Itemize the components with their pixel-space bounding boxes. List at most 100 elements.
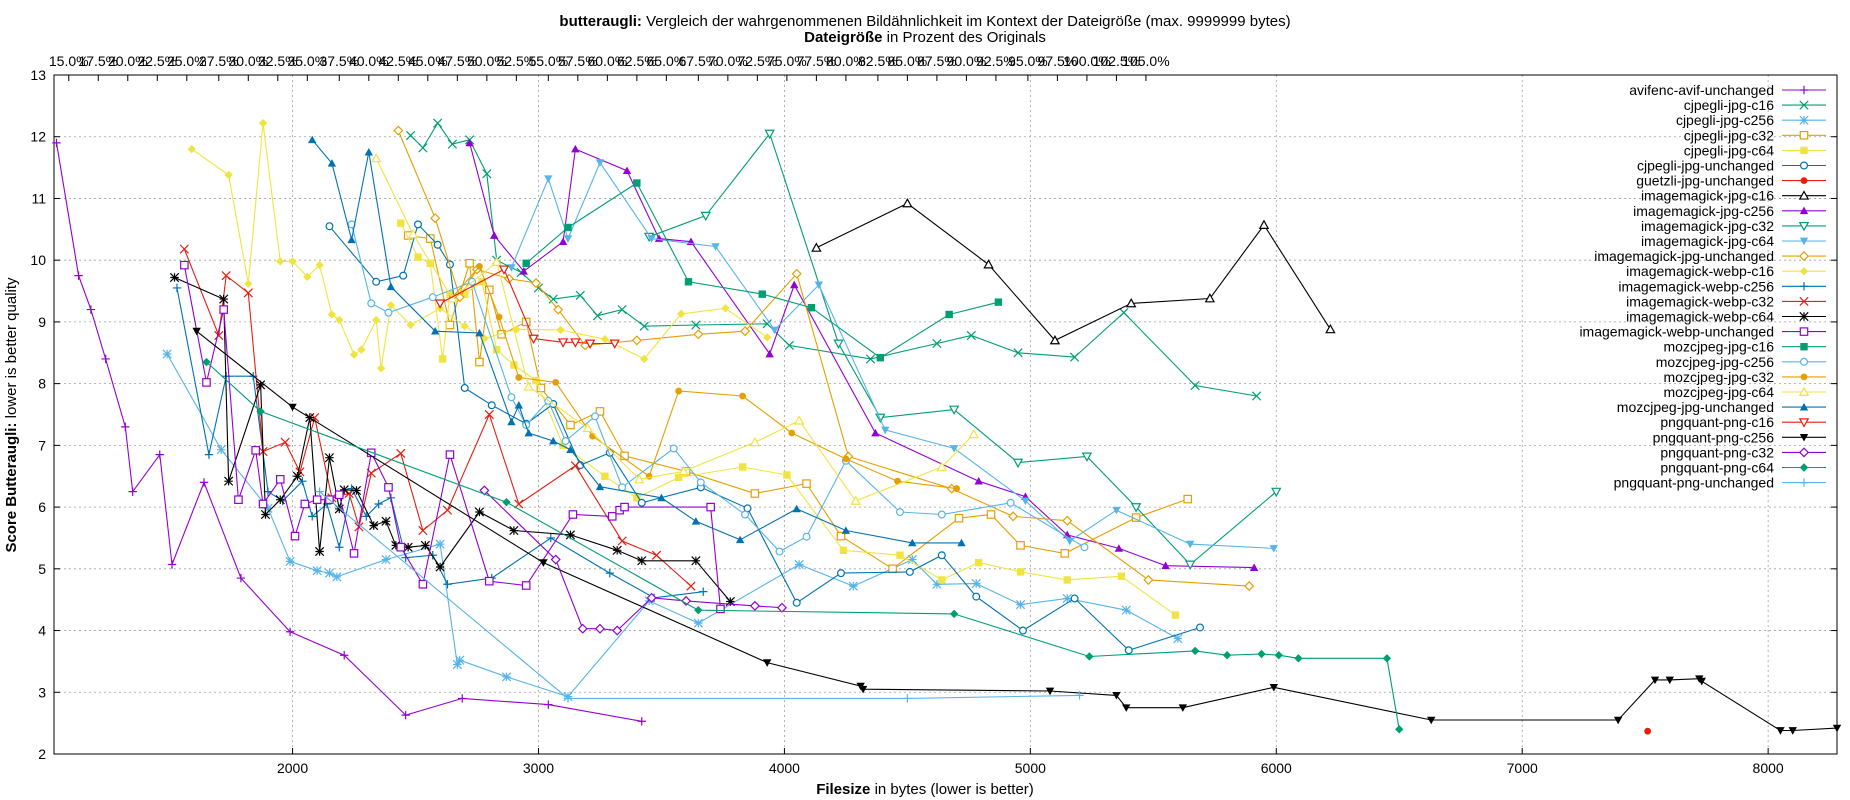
series-line [328,223,1201,651]
legend-label: mozcjpeg-jpg-c16 [1664,339,1775,355]
data-point [202,378,211,387]
data-point [420,540,430,550]
data-point [528,334,539,345]
legend-label: cjpegli-jpg-c32 [1684,127,1774,143]
data-point [290,531,300,541]
legend-marker [1798,221,1810,232]
data-point [833,339,844,349]
data-point [405,130,416,141]
data-point [324,568,335,578]
data-point [584,339,596,349]
series-pngquant-png-c64 [202,357,1404,734]
data-point [349,549,359,558]
legend-marker [1799,161,1808,170]
data-point [1186,540,1195,549]
legend-entry: mozcjpeg-jpg-c64 [1664,384,1826,400]
x2-tick-label: 52.5% [496,53,536,69]
data-point [876,354,885,362]
legend-label: imagemagick-jpg-unchanged [1594,248,1774,264]
legend-marker [1799,237,1809,246]
series-mozcjpeg-jpg-c64 [370,152,980,505]
chart-title: butteraugli: Vergleich der wahrgenommene… [559,13,1290,30]
data-point [600,334,610,344]
legend-marker [1799,115,1809,125]
data-point [699,587,708,596]
legend-entry: guetzli-jpg-unchanged [1636,173,1826,189]
data-point [167,560,177,569]
x2-tick-label: 20.0% [108,53,148,69]
data-point [1049,334,1061,345]
y-tick-label: 2 [38,746,46,762]
data-point [288,257,297,266]
data-point [905,567,914,576]
data-point [475,357,484,367]
x-tick-label: 6000 [1261,760,1292,776]
legend-label: pngquant-png-c16 [1660,414,1774,430]
data-point [691,320,701,330]
data-point [762,319,772,329]
data-point [364,147,373,156]
data-point [455,655,465,665]
data-point [384,483,393,492]
data-point [563,694,573,703]
data-point [1271,487,1282,498]
x2-tick-label: 37.5% [319,53,359,69]
data-point [836,531,846,541]
data-point [324,453,335,463]
data-point [386,282,396,291]
data-point [285,556,295,567]
x2-tick-label: 15.0% [49,53,89,69]
data-point [438,355,447,363]
series-imagemagick-jpg-c64 [507,159,1279,553]
data-point [570,338,581,348]
legend-label: pngquant-png-c32 [1660,444,1774,460]
series-imagemagick-jpg-unchanged [393,125,1255,592]
data-point [327,159,337,167]
legend-entry: pngquant-png-c16 [1660,414,1826,430]
data-point [738,463,747,471]
data-point [1143,574,1154,585]
data-point [1613,716,1623,725]
data-point [645,472,653,480]
data-point [1114,544,1124,552]
x2-tick-label: 25.0% [167,53,207,69]
data-point [128,487,137,496]
legend: avifenc-avif-unchangedcjpegli-jpg-c16cjp… [1579,82,1826,491]
legend-entry: mozcjpeg-jpg-c256 [1656,354,1826,370]
legend-entry: pngquant-png-c64 [1660,460,1826,476]
data-point [521,581,531,590]
data-point [300,499,310,509]
data-point [548,294,558,304]
data-point [351,485,362,496]
data-point [155,450,164,459]
data-point [696,478,705,487]
x2-tick-label: 65.0% [647,53,687,69]
data-point [691,517,701,525]
data-point [425,234,435,243]
x2-tick-label: 47.5% [437,53,477,69]
series-line [408,234,1188,570]
data-point [552,379,560,386]
legend-marker [1798,386,1810,396]
data-point [896,508,905,517]
data-point [501,672,512,682]
data-point [443,580,452,589]
data-point [994,298,1003,306]
x2-tick-label: 92.5% [976,53,1016,69]
axis-ticks: 2 3 4 5 6 7 8 9 10 11 12 13 2000 3000 4000 5000 6000 7000… [30,53,1837,776]
data-point [224,170,233,180]
data-point [491,256,502,266]
data-point [482,169,492,179]
x2-tick-label: 35.0% [287,53,327,69]
data-point [474,507,485,517]
data-point [1251,391,1262,401]
legend-label: imagemagick-jpg-c16 [1641,188,1774,204]
data-point [199,478,209,487]
series-line [816,202,1331,342]
data-point [1650,676,1660,685]
data-point [484,409,494,420]
data-point [276,257,285,266]
y-tick-label: 10 [30,252,46,268]
data-point [725,596,735,607]
legend-label: imagemagick-webp-c64 [1626,309,1774,325]
